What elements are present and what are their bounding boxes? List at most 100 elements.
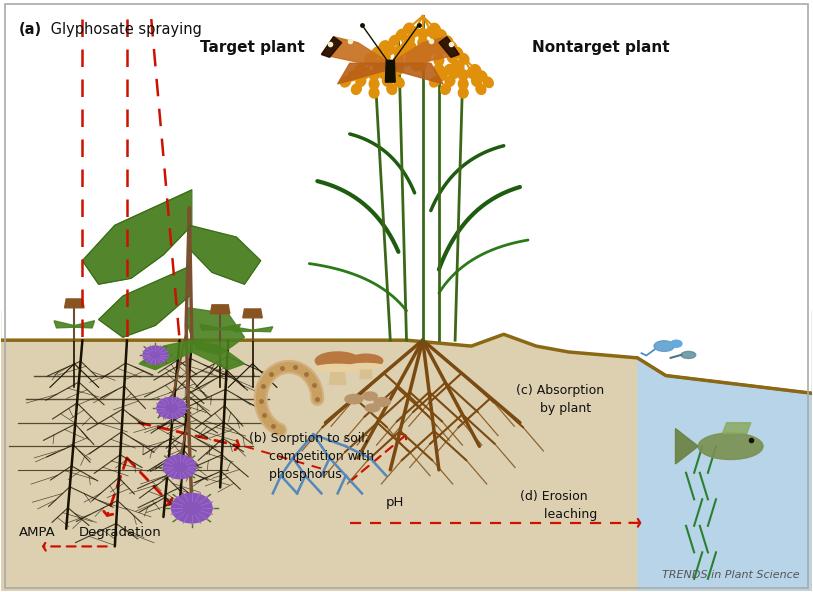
Ellipse shape: [348, 70, 358, 81]
Ellipse shape: [356, 76, 366, 86]
Polygon shape: [98, 266, 189, 337]
Ellipse shape: [442, 36, 453, 46]
Text: Degradation: Degradation: [78, 526, 161, 539]
Polygon shape: [329, 369, 346, 384]
Text: AMPA: AMPA: [20, 526, 56, 539]
Ellipse shape: [387, 84, 397, 94]
Ellipse shape: [450, 68, 459, 79]
Ellipse shape: [654, 341, 674, 352]
Polygon shape: [390, 37, 459, 69]
Ellipse shape: [379, 41, 389, 51]
Ellipse shape: [350, 354, 383, 368]
Ellipse shape: [419, 53, 428, 64]
Ellipse shape: [389, 36, 399, 46]
Ellipse shape: [446, 41, 456, 52]
Ellipse shape: [360, 68, 370, 79]
Ellipse shape: [431, 35, 441, 45]
Ellipse shape: [427, 27, 437, 37]
Ellipse shape: [472, 76, 481, 86]
Ellipse shape: [385, 44, 394, 55]
Ellipse shape: [471, 65, 480, 75]
Polygon shape: [385, 60, 395, 82]
Ellipse shape: [405, 35, 415, 45]
Ellipse shape: [388, 71, 398, 81]
Polygon shape: [200, 324, 220, 330]
Polygon shape: [64, 299, 84, 308]
Ellipse shape: [476, 84, 486, 94]
Polygon shape: [253, 327, 273, 332]
Polygon shape: [2, 1, 811, 393]
Polygon shape: [321, 37, 390, 69]
Polygon shape: [637, 358, 811, 591]
Polygon shape: [82, 190, 192, 284]
Ellipse shape: [406, 41, 416, 52]
Ellipse shape: [363, 392, 377, 400]
Ellipse shape: [369, 70, 379, 81]
Text: (d) Erosion
      leaching: (d) Erosion leaching: [520, 490, 598, 522]
Ellipse shape: [350, 363, 383, 369]
Ellipse shape: [459, 88, 468, 98]
Polygon shape: [243, 309, 263, 318]
Polygon shape: [360, 368, 372, 378]
Ellipse shape: [374, 398, 390, 407]
Text: Target plant: Target plant: [200, 40, 305, 54]
Ellipse shape: [315, 364, 360, 371]
Ellipse shape: [382, 76, 393, 86]
Ellipse shape: [400, 43, 410, 53]
Text: Nontarget plant: Nontarget plant: [533, 40, 670, 54]
Circle shape: [143, 346, 167, 363]
Ellipse shape: [354, 65, 365, 75]
Text: (c) Absorption
      by plant: (c) Absorption by plant: [516, 384, 604, 416]
Polygon shape: [188, 308, 245, 355]
Ellipse shape: [436, 43, 446, 53]
Polygon shape: [139, 340, 192, 369]
Circle shape: [163, 455, 196, 479]
Ellipse shape: [416, 60, 426, 71]
Text: (a): (a): [20, 22, 42, 37]
Circle shape: [157, 397, 186, 419]
Ellipse shape: [402, 44, 412, 55]
Ellipse shape: [681, 352, 696, 359]
Ellipse shape: [418, 37, 428, 48]
Ellipse shape: [459, 70, 468, 81]
Ellipse shape: [698, 433, 763, 459]
Polygon shape: [2, 311, 811, 591]
Polygon shape: [676, 429, 698, 464]
Circle shape: [172, 493, 212, 523]
Ellipse shape: [459, 53, 469, 64]
Ellipse shape: [430, 23, 441, 34]
Ellipse shape: [437, 30, 446, 40]
Ellipse shape: [406, 53, 415, 63]
Ellipse shape: [372, 47, 382, 57]
Ellipse shape: [394, 77, 404, 88]
Polygon shape: [390, 63, 443, 84]
Ellipse shape: [396, 29, 406, 40]
Ellipse shape: [437, 70, 447, 81]
Ellipse shape: [420, 52, 431, 63]
Polygon shape: [723, 423, 751, 433]
Ellipse shape: [378, 68, 388, 79]
Ellipse shape: [403, 23, 414, 34]
Ellipse shape: [393, 55, 403, 66]
Ellipse shape: [369, 79, 379, 89]
Ellipse shape: [445, 76, 454, 86]
Ellipse shape: [441, 84, 450, 94]
Polygon shape: [337, 63, 390, 84]
Ellipse shape: [345, 394, 363, 404]
Text: pH: pH: [386, 496, 405, 509]
Ellipse shape: [418, 46, 428, 57]
Ellipse shape: [315, 352, 360, 369]
Ellipse shape: [381, 65, 392, 75]
Ellipse shape: [447, 52, 457, 63]
Polygon shape: [439, 37, 459, 57]
Ellipse shape: [409, 27, 419, 37]
Ellipse shape: [351, 84, 361, 94]
Ellipse shape: [671, 340, 682, 348]
Polygon shape: [220, 324, 241, 330]
Ellipse shape: [412, 47, 422, 57]
Ellipse shape: [434, 55, 444, 66]
Ellipse shape: [453, 47, 463, 57]
Ellipse shape: [467, 68, 477, 79]
Ellipse shape: [452, 60, 462, 71]
Ellipse shape: [443, 44, 453, 55]
